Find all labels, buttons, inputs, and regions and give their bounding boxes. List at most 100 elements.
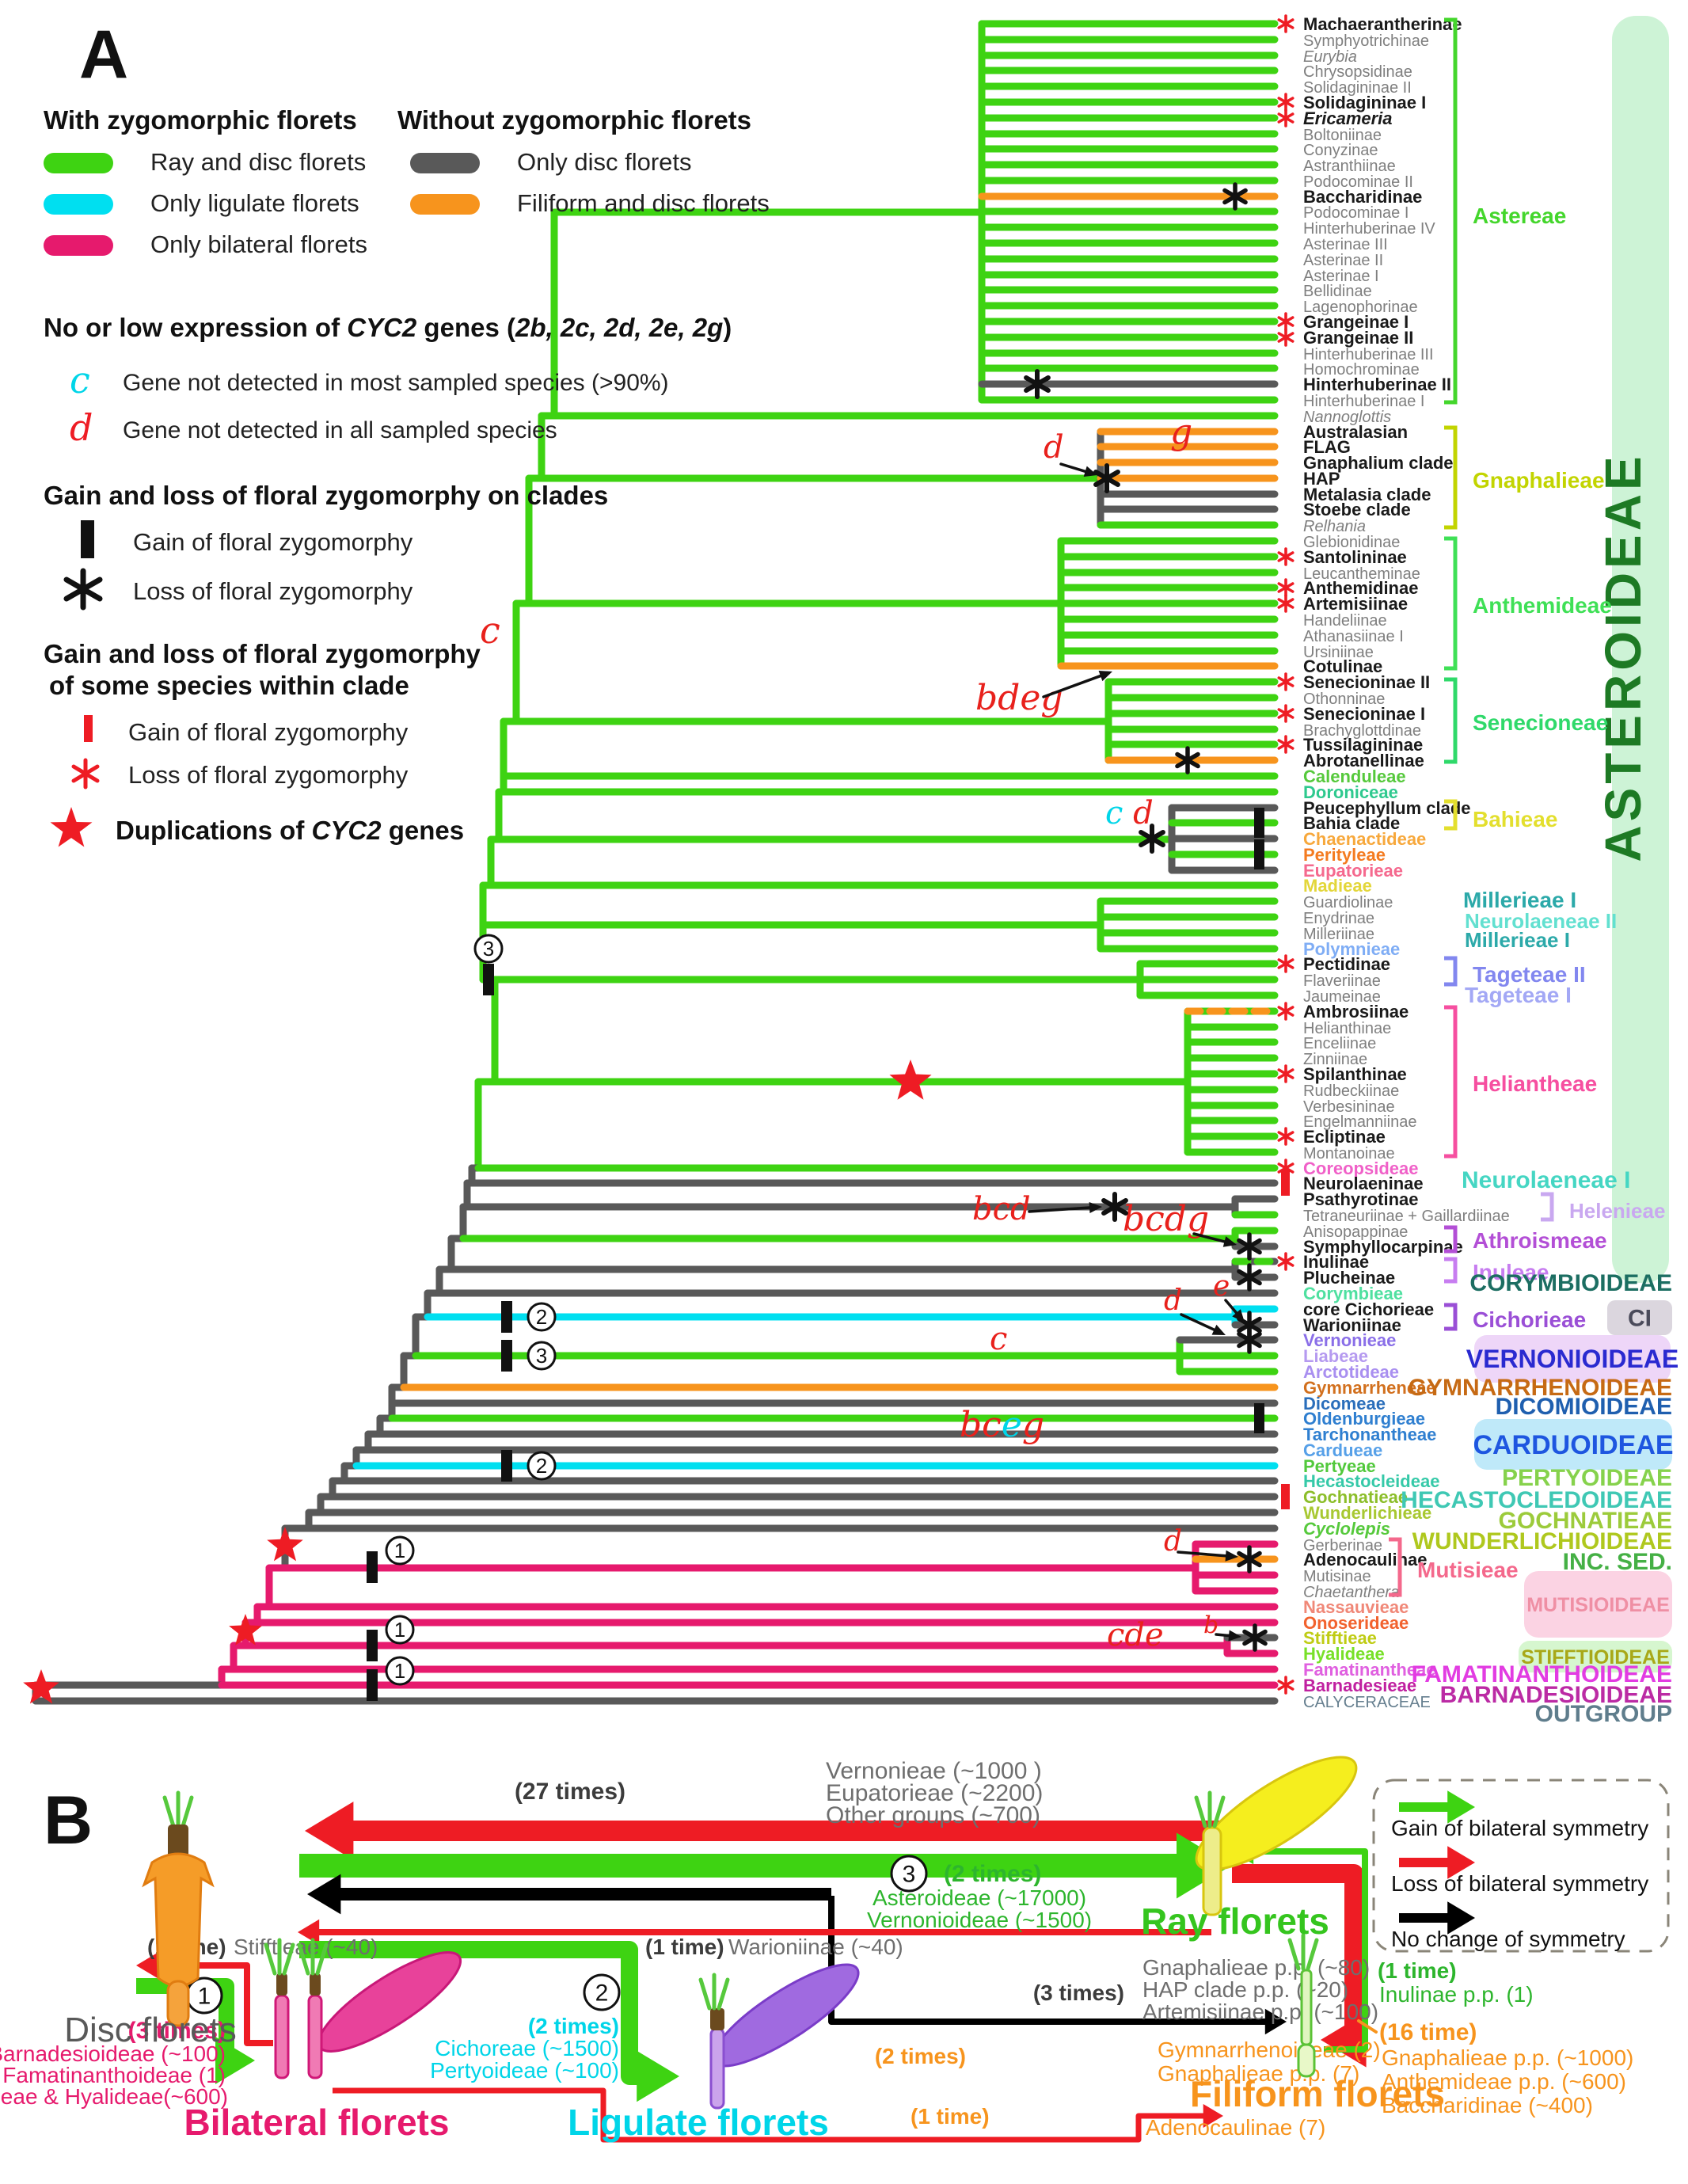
loss-asterisk-icon	[1277, 328, 1295, 347]
tip-label: Symphyllocarpinae	[1303, 1237, 1463, 1257]
tree-tips: MachaerantherinaeSymphyotrichinaeEurybia…	[32, 14, 1510, 1711]
cyc2-duplication-label: Duplications of CYC2 genes	[116, 816, 465, 845]
tribe-bracket	[1444, 1303, 1458, 1331]
loss-asterisk-icon	[1277, 1064, 1295, 1083]
sprout	[1287, 1938, 1301, 1971]
tip-label: Anthemidinae	[1303, 578, 1418, 598]
tip-label: Famatinantheae	[1303, 1660, 1436, 1680]
panel-a-legend: With zygomorphic florets Ray and disc fl…	[32, 75, 887, 867]
loss-asterisk-icon	[1101, 1192, 1128, 1222]
tribe-label: Astereae	[1473, 204, 1566, 228]
subfamily-label: Tageteae I	[1465, 983, 1572, 1007]
panel-b-text: HAP clade p.p. (~20)	[1142, 1977, 1348, 2002]
tip-label: Onoserideae	[1303, 1613, 1409, 1633]
circled-number: 1	[385, 1615, 415, 1645]
ast-line	[1237, 1550, 1262, 1568]
gene-d-symbol: d	[70, 406, 93, 449]
tribe-label: Gnaphalieae	[1473, 468, 1605, 493]
ast-line	[1277, 332, 1295, 343]
annotation-arrow-head	[1098, 670, 1112, 682]
tip-label: Neurolaeninae	[1303, 1174, 1424, 1193]
panel-b-text: Baccharidinae (~400)	[1382, 2093, 1593, 2117]
filiform-swatch	[410, 194, 480, 215]
legend-border	[1372, 1779, 1670, 1953]
annotation-arrow-head	[1089, 1202, 1102, 1214]
subfamily-label: DICOMIOIDEAE	[1496, 1394, 1672, 1420]
ast-line	[1277, 676, 1295, 687]
ovary	[1297, 2043, 1316, 2078]
tribe-label: Anthemideae	[1473, 593, 1612, 618]
gain-bar	[1254, 1403, 1264, 1433]
panel-b-text: Mutisioideae & Hyalideae(~600)	[0, 2084, 228, 2109]
anthers	[310, 1973, 321, 1996]
panel-b-text: Gnaphalieae p.p. (~1000)	[1382, 2045, 1633, 2070]
ast-line	[1093, 470, 1120, 487]
loss-asterisk-icon	[1237, 1545, 1262, 1573]
panel-b-text: Adenocaulinae (7)	[1146, 2115, 1325, 2140]
tribe-bracket	[1444, 17, 1458, 405]
tip-label: Grangeinae II	[1303, 328, 1413, 348]
tip-label: Stifftieae	[1303, 1628, 1377, 1648]
circle	[385, 1535, 415, 1566]
side-box-label: VERNONIOIDEAE	[1466, 1345, 1678, 1373]
cyc2-expression-title: No or low expression of CYC2 genes (2b, …	[44, 313, 732, 342]
panel-b-text: Artemisiinae p.p. (~100)	[1142, 1999, 1378, 2024]
panel-b-text: (2 times)	[944, 1861, 1041, 1887]
circled-number: 3	[527, 1341, 557, 1371]
subfamily-label: OUTGROUP	[1535, 1701, 1672, 1727]
gain-bar	[367, 1551, 378, 1583]
loss-asterisk-icon	[1277, 14, 1295, 33]
subfamily-label: CORYMBIOIDEAE	[1469, 1270, 1672, 1296]
cyc2-duplication-star-icon	[50, 807, 93, 847]
loss-asterisk-icon	[1277, 578, 1295, 597]
ast-line	[1277, 1068, 1295, 1079]
annotation-arrow-head	[1225, 1550, 1238, 1562]
panel-b-text: Vernonieae (~1000 )	[826, 1758, 1042, 1784]
annotation-arrow	[1180, 1313, 1221, 1334]
tip-label: Flaveriinae	[1303, 972, 1381, 990]
sprout	[282, 1942, 295, 1976]
tip-label: FLAG	[1303, 437, 1351, 457]
annotation-arrow	[1042, 672, 1107, 698]
gain-bar	[367, 1669, 378, 1701]
circle	[890, 1855, 928, 1893]
tip-label: Zinniinae	[1303, 1051, 1367, 1068]
loss-asterisk-icon	[1277, 704, 1295, 723]
disc-swatch	[410, 153, 480, 173]
tribe-label: Helenieae	[1569, 1199, 1665, 1223]
gene-letters: bceg	[960, 1405, 1044, 1445]
tip-label: Hinterhuberinae IV	[1303, 220, 1435, 238]
tribe-label: Mutisieae	[1417, 1558, 1519, 1582]
tip-label: Santolininae	[1303, 547, 1407, 567]
tip-label: Doroniceae	[1303, 782, 1398, 802]
ast-line	[1277, 739, 1295, 750]
tip-label: Chaetanthera	[1303, 1584, 1399, 1601]
ast-line	[1242, 1629, 1268, 1646]
gene-letters: c	[990, 1321, 1007, 1357]
gain-bar	[501, 1301, 512, 1333]
annotation-arrow-head	[1228, 1630, 1241, 1642]
tube	[307, 1994, 323, 2079]
tip-label: Mutisinae	[1303, 1568, 1371, 1585]
tip-label: Bahia clade	[1303, 813, 1400, 833]
tip-label: Ursiniinae	[1303, 644, 1374, 661]
tip-label: Cardueae	[1303, 1440, 1382, 1460]
tip-label: Engelmanniinae	[1303, 1113, 1416, 1131]
gain-bar-red	[1281, 1484, 1290, 1509]
tip-label: Chrysopsidinae	[1303, 63, 1412, 81]
tip-label: Perityleae	[1303, 845, 1386, 865]
loss-asterisk-icon	[1277, 1252, 1295, 1271]
tip-label: Asterinae III	[1303, 236, 1388, 253]
panel-b-text: (1 time)	[911, 2104, 990, 2129]
loss-asterisk-icon	[1237, 1263, 1262, 1292]
tip-label: Solidagininae II	[1303, 79, 1412, 97]
ast-line	[1277, 112, 1295, 124]
tribe-bracket	[1444, 956, 1458, 987]
bilateral-floret-label: Bilateral florets	[184, 2102, 450, 2143]
tip-label: Arctotideae	[1303, 1362, 1399, 1382]
sprout	[717, 1977, 730, 2011]
ast-line	[1277, 1006, 1295, 1017]
subfamily-label: FAMATINANTHOIDEAE	[1412, 1661, 1672, 1687]
circled-number: 2	[527, 1451, 557, 1481]
